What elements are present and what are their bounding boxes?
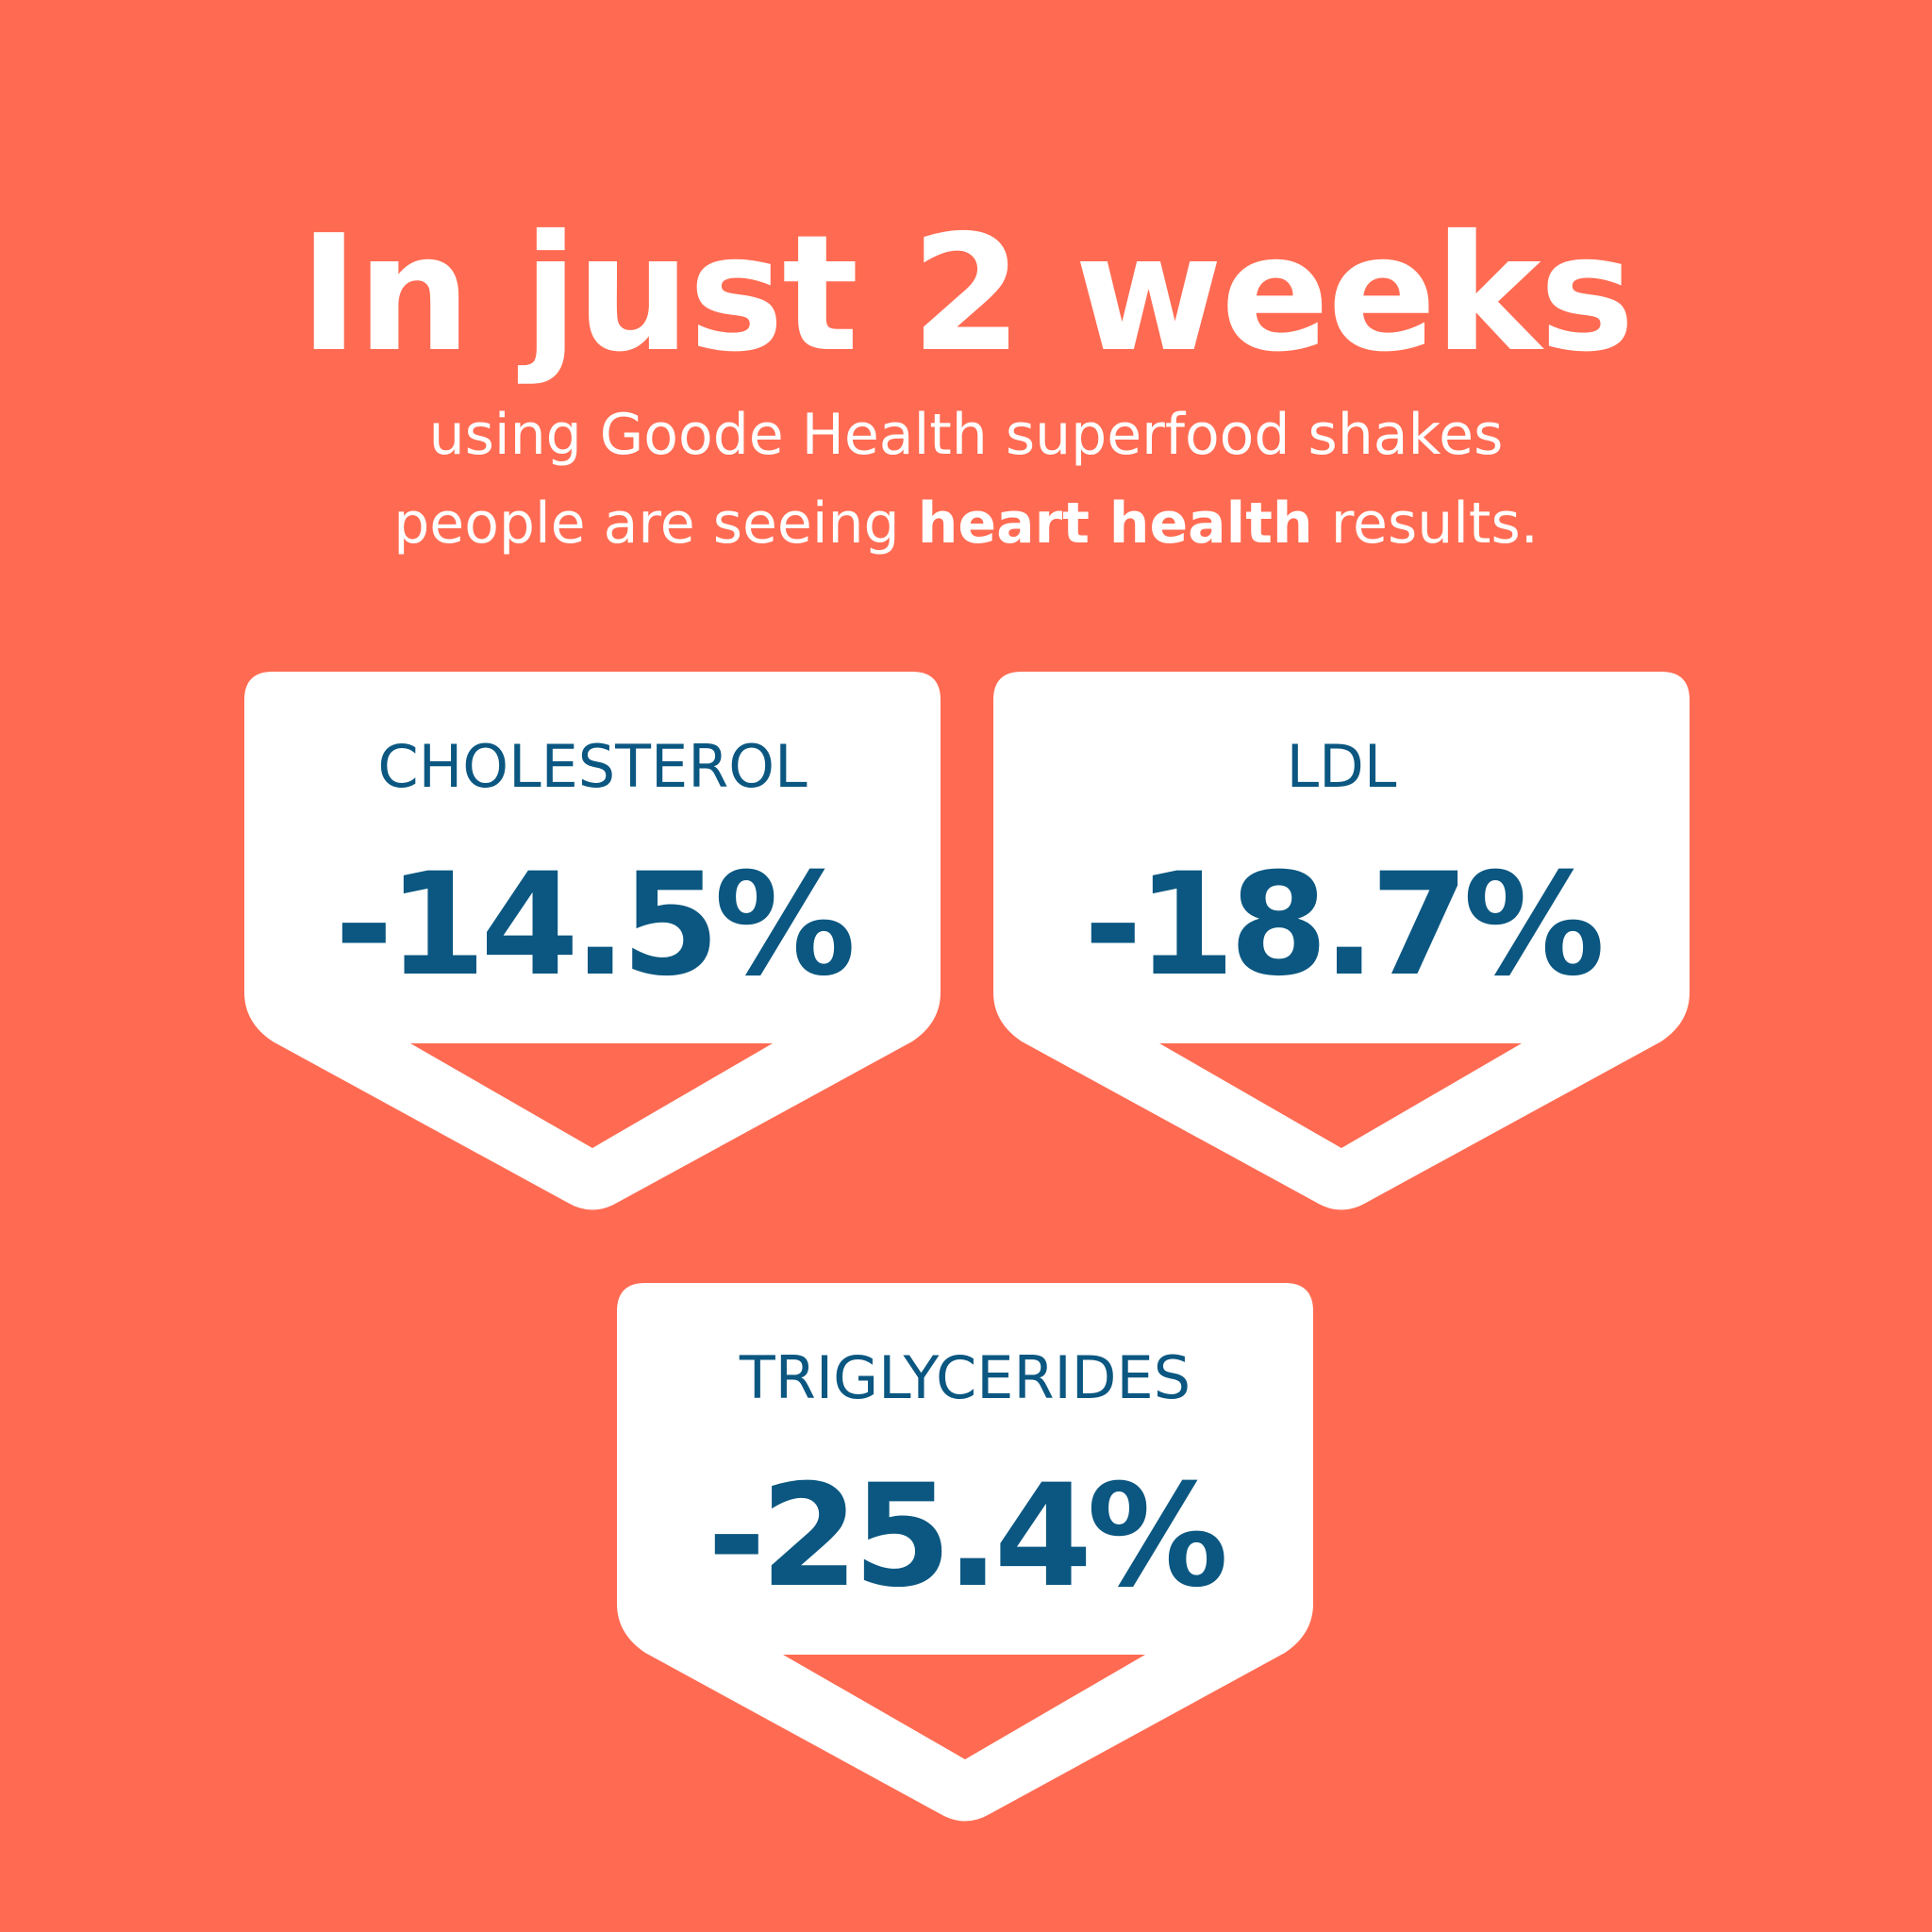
card-shape [617,1283,1313,1822]
subtitle-line: using Goode Health superfood shakes [429,402,1504,468]
subtitle-segment: people are seeing [393,491,918,557]
stat-card: LDL -18.7% [993,672,1690,1210]
subtitle-segment: using Goode Health superfood shakes [429,402,1504,468]
title: In just 2 weeks [299,201,1633,388]
card-value: -25.4% [708,1455,1224,1619]
card-label: TRIGLYCERIDES [739,1343,1191,1412]
card-label: LDL [1287,732,1397,801]
subtitle-segment: results. [1313,491,1539,557]
card-value: -14.5% [335,843,852,1008]
stat-card: CHOLESTEROL -14.5% [244,672,941,1210]
stat-card: TRIGLYCERIDES -25.4% [617,1283,1313,1822]
card-value: -18.7% [1084,843,1601,1008]
card-arrow [410,1043,773,1148]
card-label: CHOLESTEROL [377,732,808,801]
card-arrow [783,1655,1145,1759]
card-arrow [1159,1043,1522,1148]
card-shape [993,672,1690,1210]
subtitle-line: people are seeing heart health results. [393,491,1539,557]
subtitle-segment: heart health [918,491,1313,557]
card-shape [244,672,941,1210]
